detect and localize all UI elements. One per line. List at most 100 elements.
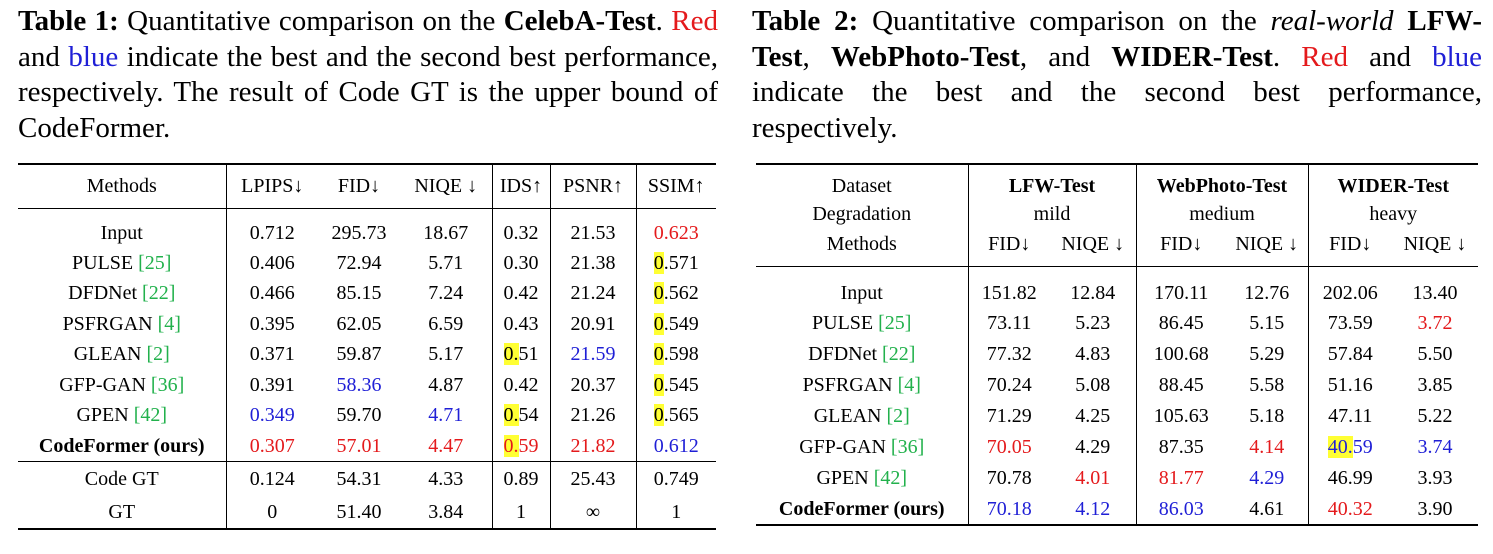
value-cell: 58.36 — [336, 373, 382, 396]
method-label: Input — [840, 281, 883, 304]
header-methods: Methods — [756, 230, 969, 266]
citation-link[interactable]: [22] — [882, 343, 916, 365]
table-row: GFP-GAN [36] 0.391 58.36 4.87 0.42 20.37 0.545 — [18, 370, 716, 401]
value-cell: 4.29 — [1050, 432, 1137, 463]
value-cell: 59.87 — [336, 343, 382, 366]
value-cell: 0.395 — [249, 312, 295, 335]
value-cell: 5.29 — [1226, 339, 1309, 370]
value-cell: 88.45 — [1158, 374, 1204, 396]
citation-link[interactable]: [4] — [897, 374, 921, 396]
value-cell: 0.623 — [653, 221, 699, 244]
value-cell: 70.24 — [986, 374, 1032, 396]
value-cell: 4.87 — [400, 370, 493, 401]
value-cell: 5.22 — [1417, 405, 1453, 427]
value-cell: 4.25 — [1050, 401, 1137, 432]
header-psnr: PSNR↑ — [550, 164, 637, 208]
value-cell: 70.05 — [986, 436, 1032, 458]
table-row: Input 151.82 12.84 170.11 12.76 202.06 13.40 — [756, 266, 1478, 308]
value-cell: 21.53 — [550, 208, 637, 248]
citation-link[interactable]: [22] — [142, 282, 176, 305]
value-cell: 0.59 — [492, 431, 551, 462]
header-heavy: heavy — [1369, 202, 1418, 225]
value-cell: 70.78 — [986, 467, 1032, 489]
value-cell: 170.11 — [1154, 281, 1209, 304]
header-fid: FID↓ — [337, 174, 381, 197]
value-cell: 0.42 — [492, 278, 551, 309]
citation-link[interactable]: [36] — [150, 373, 185, 396]
value-cell: 4.01 — [1050, 463, 1137, 494]
value-cell: 0.612 — [653, 434, 699, 457]
value-cell: 1 — [492, 497, 551, 529]
highlight-rest: .549 — [663, 312, 699, 335]
table-row: Input 0.712 295.73 18.67 0.32 21.53 0.623 — [18, 208, 716, 248]
table2-header-metrics-row: Methods FID↓ NIQE ↓ FID↓ NIQE ↓ FID↓ NIQ… — [756, 230, 1478, 266]
highlight-mark: 40. — [1327, 436, 1353, 458]
method-label: PSFRGAN — [62, 312, 158, 335]
method-label: DFDNet — [808, 343, 883, 365]
value-cell: 0.32 — [492, 208, 551, 248]
citation-link[interactable]: [2] — [886, 405, 910, 427]
value-cell: 0.571 — [636, 248, 716, 279]
citation-link[interactable]: [25] — [138, 251, 172, 274]
table-row: DFDNet [22] 77.32 4.83 100.68 5.29 57.84 5.50 — [756, 339, 1478, 370]
table-row: GPEN [42] 70.78 4.01 81.77 4.29 46.99 3.93 — [756, 463, 1478, 494]
value-cell: 5.58 — [1226, 370, 1309, 401]
value-cell: 3.85 — [1417, 374, 1453, 396]
method-label: PULSE — [72, 251, 139, 274]
highlight-rest: .598 — [663, 343, 699, 366]
value-cell: 72.94 — [336, 251, 382, 274]
citation-link[interactable]: [42] — [133, 404, 168, 427]
table1: Methods LPIPS↓ FID↓ NIQE ↓ IDS↑ PSNR↑ SS… — [18, 163, 716, 530]
value-cell: 202.06 — [1322, 281, 1378, 304]
value-cell: 4.12 — [1050, 494, 1137, 525]
value-cell: 21.24 — [550, 278, 637, 309]
value-cell: 0.51 — [492, 339, 551, 370]
value-cell: 18.67 — [400, 208, 493, 248]
method-name: GFP-GAN [36] — [18, 370, 227, 401]
table-row: GT 0 51.40 3.84 1 ∞ 1 — [18, 497, 716, 529]
value-cell: 4.29 — [1226, 463, 1309, 494]
value-cell: 40.59 — [1308, 432, 1392, 463]
value-cell: 100.68 — [1153, 343, 1209, 365]
value-cell: 295.73 — [331, 221, 387, 244]
value-cell: 70.18 — [986, 497, 1032, 520]
method-name: DFDNet [22] — [756, 339, 969, 370]
method-name: CodeFormer (ours) — [18, 431, 227, 462]
citation-link[interactable]: [25] — [878, 312, 912, 334]
table2: Dataset LFW-Test WebPhoto-Test WIDER-Tes… — [756, 163, 1478, 526]
table2-caption: Table 2: Quantitative comparison on the … — [752, 5, 1483, 144]
method-label: GPEN — [816, 467, 874, 489]
value-cell: 0.562 — [636, 279, 716, 310]
value-cell: 3.74 — [1417, 436, 1453, 458]
header-lfw-niqe: NIQE ↓ — [1050, 230, 1137, 266]
header-degradation: Degradation — [756, 198, 969, 230]
value-cell: 0.545 — [636, 370, 716, 401]
value-cell: 57.84 — [1327, 343, 1373, 365]
highlight-rest: .562 — [663, 282, 699, 305]
value-cell: 0.30 — [492, 248, 551, 279]
value-cell: 57.01 — [336, 434, 382, 457]
method-name: GLEAN [2] — [756, 401, 969, 432]
header-wider-niqe: NIQE ↓ — [1403, 233, 1467, 256]
highlight-mark: 0. — [503, 343, 519, 366]
value-cell: 81.77 — [1158, 467, 1204, 489]
table1-header-row: Methods LPIPS↓ FID↓ NIQE ↓ IDS↑ PSNR↑ SS… — [18, 164, 716, 208]
highlight-mark: 0. — [503, 434, 519, 457]
table1-caption: Table 1: Quantitative comparison on the … — [18, 5, 718, 144]
method-label: GLEAN — [813, 405, 887, 427]
citation-link[interactable]: [4] — [157, 312, 181, 335]
header-lpips: LPIPS↓ — [241, 174, 304, 197]
value-cell: 151.82 — [981, 281, 1037, 304]
method-name: GLEAN [2] — [18, 339, 227, 370]
header-niqe: NIQE ↓ — [400, 164, 493, 208]
citation-link[interactable]: [42] — [873, 467, 908, 489]
table-row: Code GT 0.124 54.31 4.33 0.89 25.43 0.749 — [18, 461, 716, 498]
citation-link[interactable]: [36] — [890, 436, 925, 458]
method-name: CodeFormer (ours) — [756, 494, 969, 525]
table-row: PSFRGAN [4] 70.24 5.08 88.45 5.58 51.16 3.85 — [756, 370, 1478, 401]
citation-link[interactable]: [2] — [146, 343, 170, 366]
highlight-rest: 59 — [518, 434, 539, 457]
value-cell: 0.124 — [249, 468, 295, 491]
value-cell: 40.32 — [1327, 497, 1373, 520]
header-lfw: LFW-Test — [968, 164, 1137, 198]
